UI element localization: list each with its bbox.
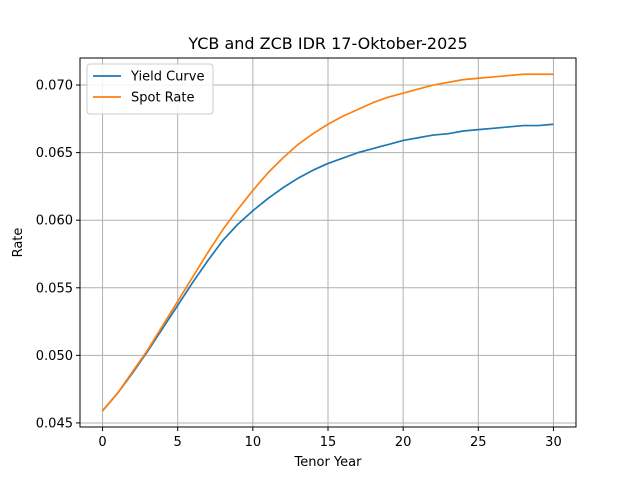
- series-line-yield-curve: [101, 123, 554, 412]
- legend-entry-label: Spot Rate: [131, 91, 195, 106]
- y-tick-label: 0.050: [36, 349, 73, 364]
- x-tick-label: 10: [245, 435, 262, 450]
- y-tick-label: 0.045: [36, 416, 73, 431]
- x-tick-label: 0: [98, 435, 106, 450]
- y-tick-label: 0.070: [36, 79, 73, 94]
- chart-title: YCB and ZCB IDR 17-Oktober-2025: [187, 34, 467, 53]
- x-tick-label: 30: [545, 435, 562, 450]
- x-tick-label: 20: [395, 435, 412, 450]
- y-tick-label: 0.055: [36, 281, 73, 296]
- grid-lines: [80, 58, 576, 427]
- series-line-spot-rate: [101, 73, 554, 412]
- legend: Yield Curve Spot Rate: [86, 63, 214, 115]
- x-axis-label: Tenor Year: [294, 455, 363, 470]
- x-tick-label: 15: [320, 435, 337, 450]
- legend-entry-label: Yield Curve: [130, 70, 204, 85]
- y-tick-label: 0.060: [36, 214, 73, 229]
- x-tick-label: 5: [174, 435, 182, 450]
- x-tick-label: 25: [470, 435, 487, 450]
- series-lines: [101, 73, 554, 412]
- axis-ticks: 0 5 10 15 20 25 30 0.045 0.050 0.055 0.060 0.065 0.0…: [36, 79, 562, 450]
- y-axis-label: Rate: [11, 228, 26, 258]
- y-tick-label: 0.065: [36, 146, 73, 161]
